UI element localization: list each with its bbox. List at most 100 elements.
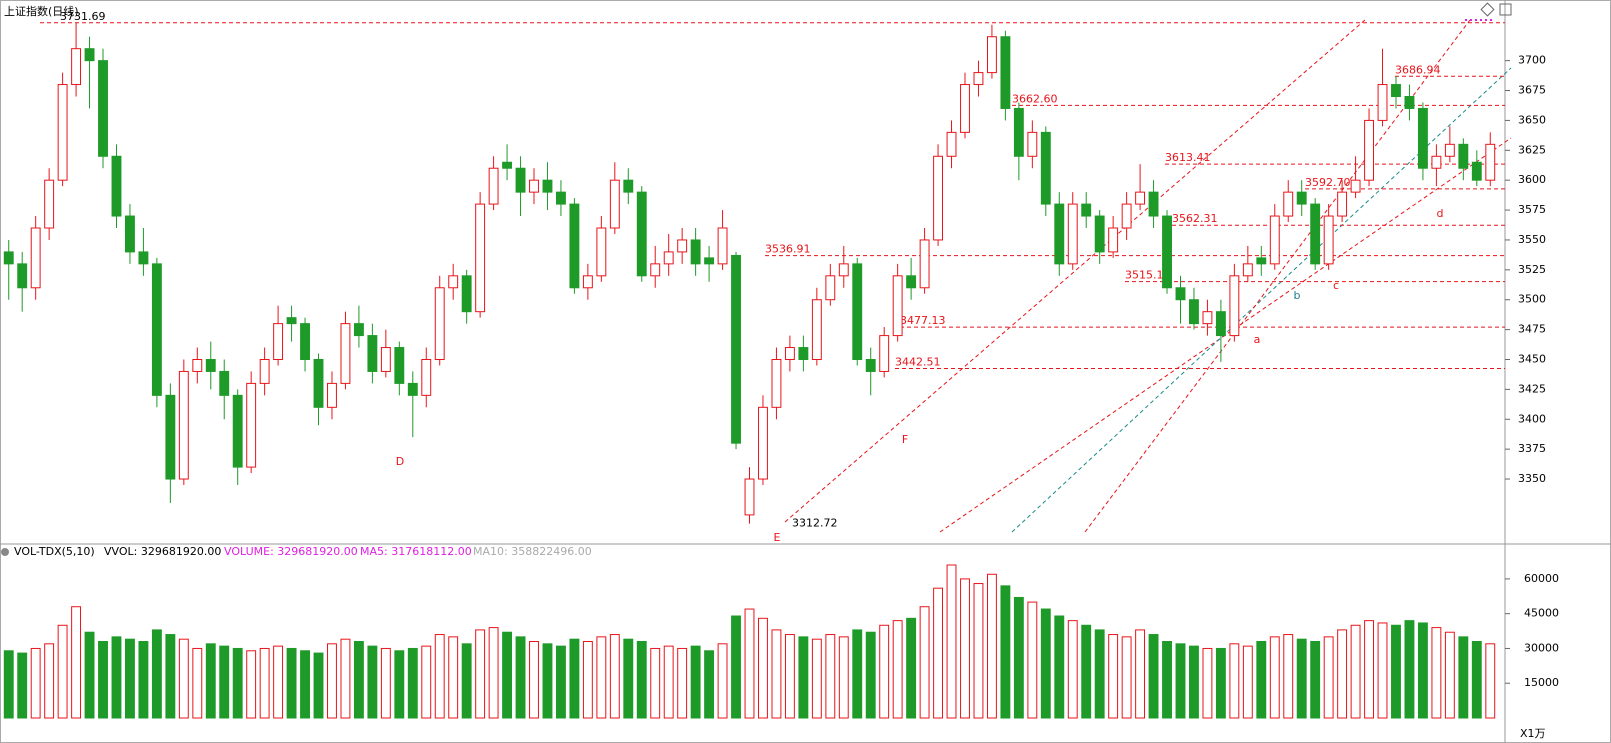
candle-body (933, 155, 944, 241)
vol-ma10: MA10: 358822496.00 (473, 545, 592, 558)
volume-bar (838, 636, 849, 719)
candle-body (919, 239, 930, 289)
volume-bar (205, 643, 216, 719)
candle-body (784, 347, 795, 360)
candle-body (1121, 203, 1132, 229)
volume-bar (3, 650, 14, 719)
volume-bar (17, 652, 28, 719)
level-label: 3613.41 (1165, 151, 1211, 164)
candle-body (300, 323, 310, 360)
annotation: a (1254, 333, 1261, 346)
candle-body (1431, 155, 1442, 169)
volume-bar (677, 647, 688, 719)
candle-body (960, 84, 970, 133)
volume-bar (475, 629, 486, 719)
vol-vvol: VVOL: 329681920.00 (104, 545, 221, 558)
y-tick-label: 3575 (1518, 203, 1546, 216)
candle-body (1202, 311, 1213, 325)
volume-bar (1027, 601, 1038, 719)
volume-bar (1229, 643, 1240, 719)
volume-bar (30, 647, 41, 719)
candle-body (1364, 119, 1374, 181)
candle-body (1323, 215, 1334, 265)
volume-bar (852, 629, 863, 719)
volume-bar (690, 645, 701, 719)
vol-indicator: VOL-TDX(5,10) (14, 545, 95, 558)
y-tick-label: 3600 (1518, 173, 1546, 186)
volume-bar (1175, 643, 1186, 719)
volume-bar (111, 636, 122, 719)
volume-bar (986, 573, 997, 719)
candle-body (1215, 311, 1226, 337)
candle-body (1458, 143, 1469, 169)
volume-bar (529, 641, 539, 719)
candle-body (946, 131, 957, 157)
volume-bar (892, 620, 903, 719)
volume-bar (1121, 636, 1132, 719)
candle-body (1067, 203, 1078, 265)
candle-body (1081, 203, 1092, 217)
candle-body (340, 323, 351, 384)
level-label: 3562.31 (1172, 212, 1218, 225)
volume-bar (1189, 645, 1199, 719)
volume-bar (98, 641, 108, 719)
volume-bar (1350, 624, 1361, 719)
volume-bar (542, 643, 553, 719)
volume-bar (1148, 634, 1159, 719)
volume-bar (44, 643, 55, 719)
candle-body (636, 191, 647, 277)
candle-body (111, 155, 122, 217)
volume-bar (232, 647, 243, 719)
candle-body (906, 275, 917, 289)
volume-bar (555, 645, 566, 719)
candle-body (865, 358, 876, 372)
candle-body (461, 275, 472, 313)
volume-bar (1431, 627, 1442, 719)
volume-bar (946, 564, 957, 719)
volume-bar (1269, 636, 1280, 719)
volume-bar (1215, 647, 1226, 719)
candle-body (609, 179, 620, 229)
volume-bar (744, 608, 755, 719)
candle-body (434, 287, 445, 360)
volume-bar (1485, 643, 1496, 719)
candle-body (502, 161, 513, 169)
volume-bar (825, 634, 836, 719)
candle-body (852, 263, 863, 360)
y-tick-label: 60000 (1524, 572, 1559, 585)
candle-body (1000, 36, 1011, 109)
volume-bar (259, 647, 270, 719)
candle-body (879, 335, 890, 372)
candle-body (232, 394, 243, 468)
candle-body (273, 323, 284, 360)
volume-bar (596, 636, 607, 719)
candle-body (286, 317, 297, 325)
volume-bar (192, 647, 203, 719)
candle-body (582, 275, 593, 289)
candle-body (596, 227, 607, 277)
candle-body (151, 263, 162, 396)
volume-bar (933, 587, 944, 719)
volume-bar (286, 647, 297, 719)
volume-bar (1135, 629, 1146, 719)
volume-bar (650, 647, 661, 719)
y-tick-label: 3425 (1518, 382, 1546, 395)
volume-bar (1283, 634, 1294, 719)
candle-body (1242, 263, 1253, 277)
candle-body (1337, 191, 1348, 217)
annotation: b (1294, 289, 1301, 302)
icon-window[interactable] (1499, 3, 1512, 16)
candle-body (353, 323, 364, 337)
volume-bar (1310, 641, 1321, 719)
icon-diamond[interactable] (1480, 2, 1495, 17)
candle-body (367, 335, 378, 372)
level-label: 3536.91 (765, 243, 811, 256)
candle-body (1444, 143, 1455, 157)
candle-body (1135, 191, 1146, 205)
candle-body (313, 358, 324, 408)
volume-bar (434, 634, 445, 719)
y-tick-label: 15000 (1524, 676, 1559, 689)
candle-body (407, 382, 418, 396)
volume-bar (1081, 624, 1092, 719)
level-label: 3477.13 (900, 314, 946, 327)
